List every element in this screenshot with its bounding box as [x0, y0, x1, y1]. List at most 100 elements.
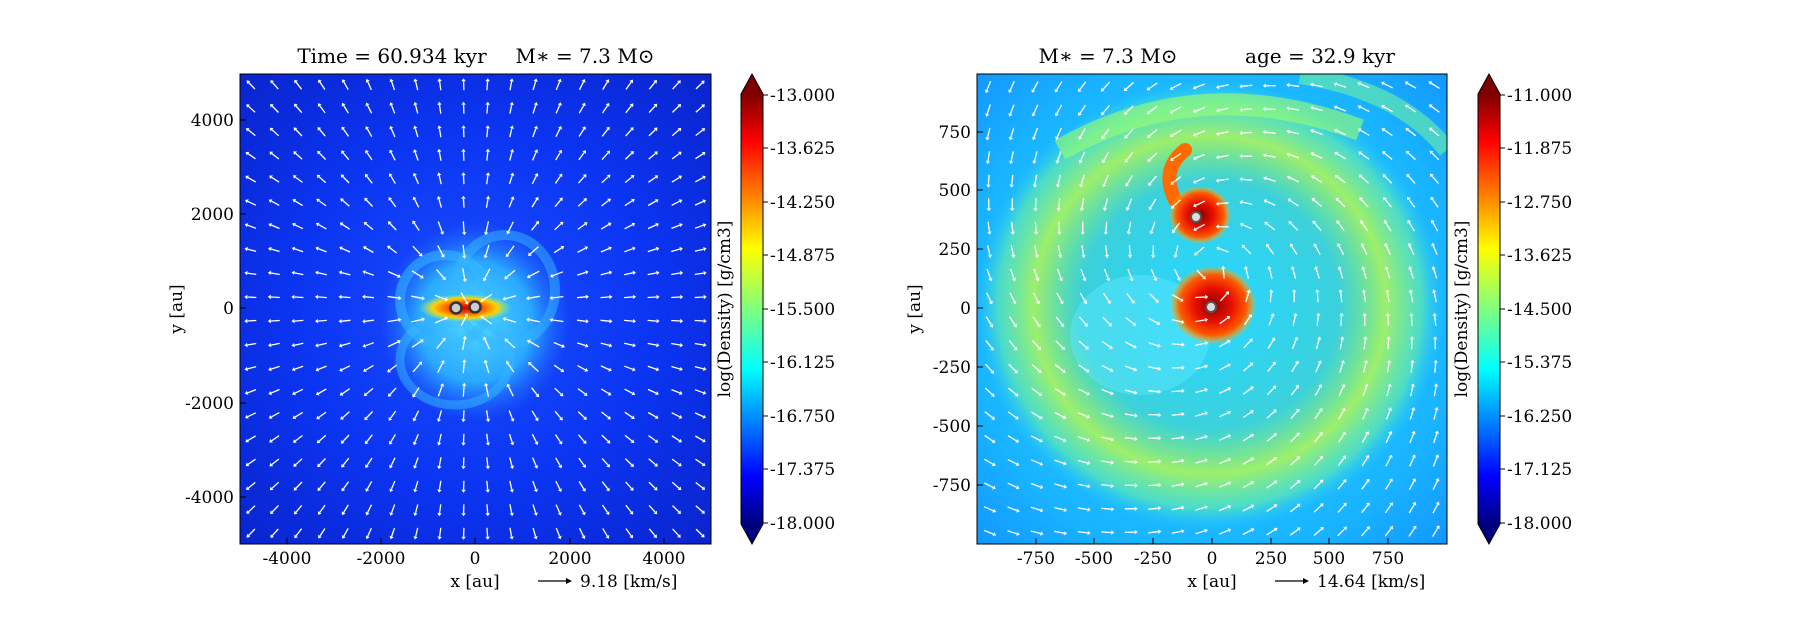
velocity-arrowhead [655, 391, 659, 396]
velocity-arrow [1124, 389, 1135, 394]
velocity-arrowhead [339, 391, 344, 396]
velocity-arrow [437, 245, 444, 256]
velocity-arrowhead [607, 222, 612, 227]
velocity-arrow [1125, 105, 1134, 114]
velocity-arrow [1336, 130, 1347, 136]
velocity-arrow [531, 387, 538, 396]
right-colorbar: -11.000 -11.875 -12.750 -13.625 -14.500 … [1452, 72, 1572, 546]
velocity-arrowhead [245, 151, 250, 156]
velocity-arrowhead [1408, 266, 1413, 270]
velocity-arrowhead [1365, 455, 1370, 459]
velocity-arrow [1265, 200, 1276, 206]
velocity-arrow [1031, 363, 1040, 372]
velocity-arrow [1149, 152, 1158, 161]
velocity-arrowhead [1286, 106, 1290, 111]
velocity-arrowhead [991, 439, 996, 443]
velocity-arrowhead [464, 313, 469, 317]
velocity-arrow [1340, 292, 1343, 303]
velocity-arrowhead [1202, 275, 1206, 280]
velocity-arrowhead [318, 534, 322, 539]
velocity-arrowhead [1110, 437, 1115, 442]
velocity-arrow [1101, 412, 1112, 417]
velocity-arrowhead [526, 274, 531, 279]
velocity-arrowhead [1204, 528, 1208, 533]
velocity-arrow [270, 319, 280, 322]
y-tick-label: 0 [223, 299, 234, 319]
velocity-arrow [625, 105, 632, 114]
velocity-arrowhead [677, 80, 681, 84]
velocity-arrow [578, 527, 585, 537]
velocity-arrowhead [526, 317, 530, 322]
velocity-arrowhead [584, 246, 589, 251]
velocity-arrowhead [631, 222, 636, 227]
velocity-arrowhead [533, 125, 538, 130]
velocity-arrowhead [389, 149, 393, 154]
colorbar-tick-label: -15.375 [1507, 353, 1572, 373]
velocity-arrowhead [294, 79, 298, 84]
velocity-arrowhead [1318, 384, 1323, 388]
velocity-arrow [1409, 268, 1414, 279]
velocity-arrowhead [583, 222, 588, 226]
velocity-arrowhead [1239, 177, 1243, 182]
velocity-arrow [1079, 81, 1087, 91]
velocity-arrow [1195, 412, 1206, 417]
velocity-arrowhead [1381, 81, 1385, 86]
velocity-arrow [271, 200, 280, 206]
velocity-arrowhead [1226, 339, 1231, 344]
colorbar-tick-label: -16.750 [770, 407, 835, 427]
velocity-arrowhead [528, 252, 532, 256]
velocity-arrowhead [1239, 222, 1244, 227]
velocity-arrow [295, 504, 303, 513]
velocity-arrowhead [1407, 219, 1412, 224]
velocity-arrowhead [1334, 174, 1339, 179]
velocity-arrow [1054, 459, 1065, 465]
right-velocity-key-label: 14.64 [km/s] [1317, 572, 1425, 592]
velocity-arrow [647, 224, 657, 230]
velocity-arrowhead [534, 441, 539, 445]
velocity-arrowhead [413, 536, 418, 540]
velocity-arrowhead [1015, 438, 1020, 443]
velocity-arrowhead [421, 317, 425, 322]
velocity-arrowhead [1273, 527, 1278, 532]
velocity-arrowhead [388, 441, 393, 445]
y-tick-label: -2000 [185, 394, 234, 414]
velocity-arrow [624, 458, 633, 466]
velocity-arrow [414, 175, 419, 185]
velocity-arrowhead [1148, 206, 1153, 210]
velocity-arrow [1266, 529, 1276, 536]
velocity-arrowhead [1410, 359, 1415, 364]
velocity-arrowhead [1179, 297, 1184, 302]
velocity-arrowhead [702, 390, 707, 395]
velocity-arrow [366, 457, 373, 466]
velocity-arrowhead [606, 463, 610, 468]
velocity-arrow [1171, 436, 1182, 440]
velocity-arrowhead [485, 125, 490, 129]
velocity-arrow [694, 435, 704, 442]
velocity-arrow [1337, 433, 1345, 443]
velocity-arrow [1243, 340, 1252, 349]
velocity-arrow [1291, 245, 1298, 255]
velocity-arrow [1430, 105, 1440, 113]
velocity-arrowhead [1032, 136, 1037, 141]
velocity-arrowhead [246, 533, 251, 538]
velocity-arrow [248, 82, 256, 90]
velocity-arrowhead [1009, 184, 1014, 188]
velocity-arrow [1149, 293, 1158, 302]
velocity-arrowhead [1266, 243, 1270, 248]
velocity-arrow [390, 104, 396, 114]
velocity-arrowhead [509, 512, 514, 517]
velocity-arrow [1289, 177, 1300, 183]
velocity-arrow [532, 81, 537, 91]
left-x-axis-label: x [au] [450, 572, 499, 592]
velocity-arrowhead [1216, 84, 1220, 90]
velocity-arrowhead [340, 198, 344, 202]
velocity-arrow [624, 200, 633, 207]
velocity-arrowhead [509, 149, 515, 153]
velocity-arrow [1030, 459, 1041, 465]
velocity-arrow [600, 365, 610, 371]
velocity-arrow [509, 480, 513, 490]
velocity-arrow [389, 223, 397, 231]
velocity-arrow [1432, 222, 1439, 232]
velocity-arrow [1408, 527, 1416, 537]
velocity-arrowhead [632, 246, 636, 251]
